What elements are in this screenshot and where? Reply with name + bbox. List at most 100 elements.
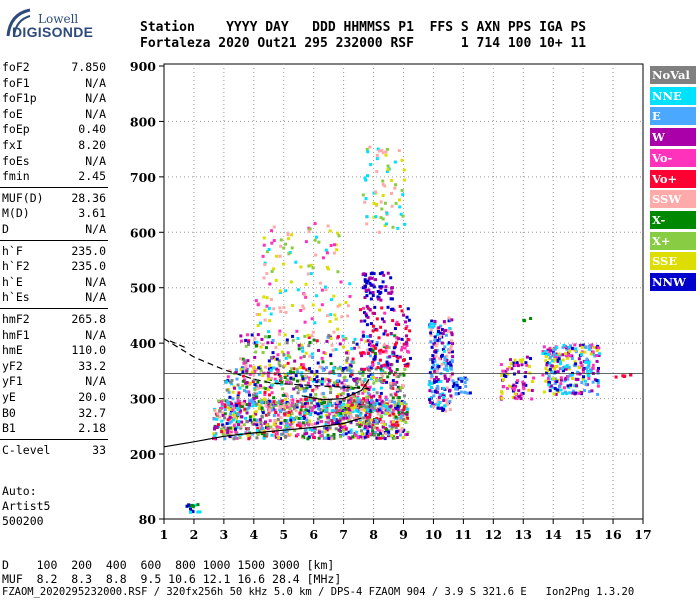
echo-mark xyxy=(377,408,381,412)
echo-mark xyxy=(335,421,339,425)
echo-mark xyxy=(329,244,333,248)
echo-mark xyxy=(400,337,404,341)
echo-mark xyxy=(388,366,392,370)
echo-mark xyxy=(389,363,393,367)
echo-mark xyxy=(382,423,386,427)
echo-mark xyxy=(345,416,349,420)
echo-mark xyxy=(391,436,395,440)
echo-mark xyxy=(346,397,350,401)
echo-mark xyxy=(220,430,224,434)
echo-mark xyxy=(324,408,328,412)
echo-mark xyxy=(309,263,313,267)
echo-mark xyxy=(239,409,243,413)
echo-mark xyxy=(196,510,200,514)
echo-mark xyxy=(552,365,556,369)
echo-mark xyxy=(231,408,235,412)
echo-mark xyxy=(244,364,248,368)
echo-mark xyxy=(327,379,331,383)
echo-mark xyxy=(436,387,440,391)
echo-mark xyxy=(445,379,449,383)
echo-mark xyxy=(380,386,384,390)
echo-mark xyxy=(316,417,320,421)
echo-mark xyxy=(244,427,248,431)
echo-mark xyxy=(276,432,280,436)
echo-mark xyxy=(444,358,448,362)
echo-mark xyxy=(596,369,600,373)
echo-mark xyxy=(384,398,388,402)
echo-mark xyxy=(252,370,256,374)
echo-mark xyxy=(324,423,328,427)
echo-mark xyxy=(501,369,505,373)
echo-mark xyxy=(436,338,440,342)
echo-mark xyxy=(278,306,282,310)
echo-mark xyxy=(554,352,558,356)
echo-mark xyxy=(228,434,232,438)
echo-mark xyxy=(402,405,406,409)
echo-mark xyxy=(590,350,594,354)
echo-mark xyxy=(273,402,277,406)
echo-mark xyxy=(442,329,446,333)
echo-mark xyxy=(315,375,319,379)
echo-mark xyxy=(404,363,408,367)
echo-mark xyxy=(389,383,393,387)
echo-mark xyxy=(403,412,407,416)
echo-mark xyxy=(385,402,389,406)
echo-mark xyxy=(370,340,374,344)
echo-mark xyxy=(366,426,370,430)
echo-mark xyxy=(348,409,352,413)
echo-mark xyxy=(403,222,407,226)
echo-mark xyxy=(383,365,387,369)
echo-mark xyxy=(252,414,256,418)
echo-mark xyxy=(378,272,382,276)
echo-mark xyxy=(346,403,350,407)
echo-mark xyxy=(223,408,227,412)
echo-mark xyxy=(391,383,395,387)
echo-mark xyxy=(384,222,388,226)
echo-mark xyxy=(295,369,299,373)
echo-mark xyxy=(363,200,367,204)
echo-mark xyxy=(302,307,306,311)
echo-mark xyxy=(271,428,275,432)
echo-mark xyxy=(363,279,367,283)
echo-mark xyxy=(550,364,554,368)
echo-mark xyxy=(327,421,331,425)
echo-mark xyxy=(446,342,450,346)
echo-mark xyxy=(308,412,312,416)
echo-mark xyxy=(311,379,315,383)
echo-mark xyxy=(344,301,348,305)
echo-mark xyxy=(551,350,555,354)
echo-mark xyxy=(251,422,255,426)
echo-mark xyxy=(264,346,268,350)
echo-mark xyxy=(382,273,386,277)
echo-mark xyxy=(365,222,369,226)
echo-mark xyxy=(362,416,366,420)
echo-mark xyxy=(284,402,288,406)
echo-mark xyxy=(378,395,382,399)
echo-mark xyxy=(345,358,349,362)
echo-mark xyxy=(379,436,383,440)
param-name: hmF2 xyxy=(2,312,30,326)
echo-mark xyxy=(372,285,376,289)
echo-mark xyxy=(350,360,354,364)
echo-mark xyxy=(313,398,317,402)
echo-mark xyxy=(350,410,354,414)
echo-mark xyxy=(315,339,319,343)
echo-mark xyxy=(292,404,296,408)
param-value: 235.0 xyxy=(71,243,106,258)
echo-mark xyxy=(591,366,595,370)
echo-mark xyxy=(449,367,453,371)
echo-mark xyxy=(221,414,225,418)
echo-mark xyxy=(338,434,342,438)
echo-mark xyxy=(590,343,594,347)
echo-mark xyxy=(320,434,324,438)
echo-mark xyxy=(459,376,463,380)
echo-mark xyxy=(397,375,401,379)
echo-mark xyxy=(552,371,556,375)
echo-mark xyxy=(404,406,408,410)
param-row: foF1 N/A xyxy=(2,76,106,91)
echo-mark xyxy=(277,436,281,440)
echo-mark xyxy=(285,405,289,409)
echo-mark xyxy=(433,359,437,363)
echo-mark xyxy=(290,246,294,250)
echo-mark xyxy=(372,402,376,406)
